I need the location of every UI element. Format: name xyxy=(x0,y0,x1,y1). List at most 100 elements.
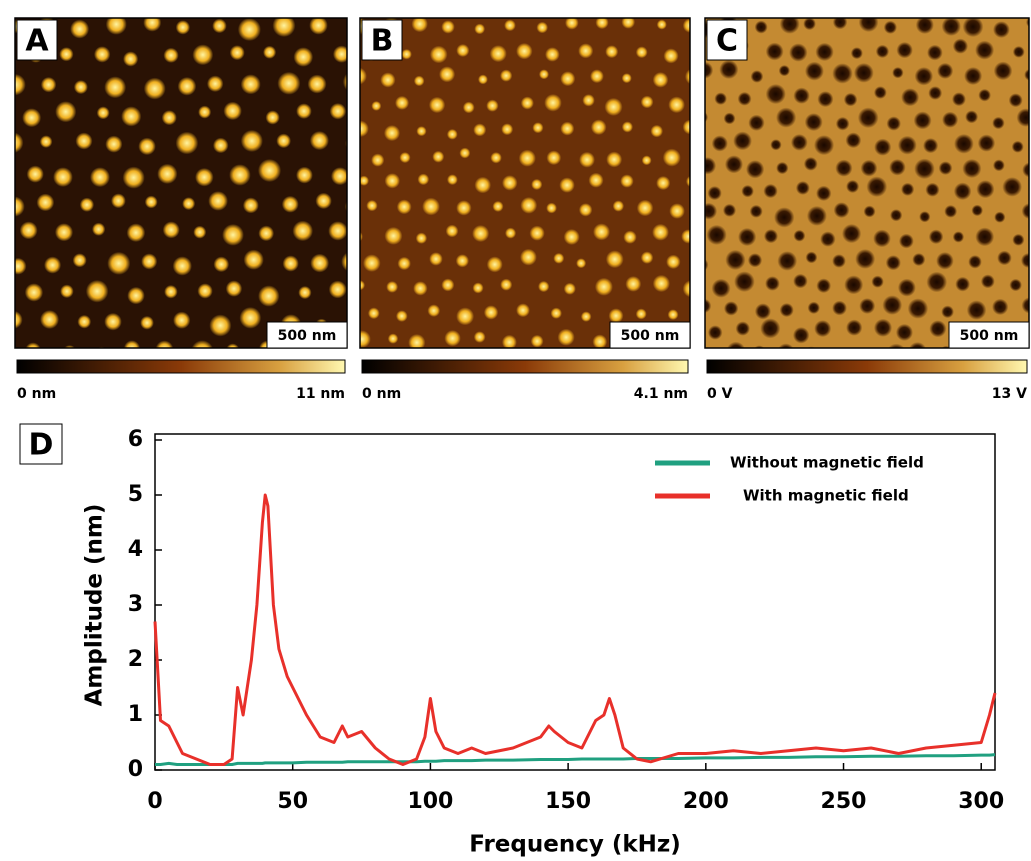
surface-feature xyxy=(636,46,648,58)
surface-feature xyxy=(22,108,41,127)
surface-feature xyxy=(817,91,833,107)
y-tick-label: 1 xyxy=(128,702,143,727)
surface-feature xyxy=(579,203,592,216)
surface-feature xyxy=(696,111,708,123)
surface-feature xyxy=(80,198,94,212)
surface-feature xyxy=(714,92,727,105)
surface-feature xyxy=(981,274,995,288)
surface-feature xyxy=(929,230,944,245)
surface-feature xyxy=(207,76,223,92)
surface-feature xyxy=(942,112,958,128)
surface-feature xyxy=(538,281,549,292)
surface-feature xyxy=(842,224,861,243)
surface-feature xyxy=(294,47,314,67)
colorbar-min: 0 nm xyxy=(17,386,56,402)
surface-feature xyxy=(176,132,199,155)
surface-feature xyxy=(653,275,670,292)
panel-label: D xyxy=(29,428,54,463)
surface-feature xyxy=(1009,93,1023,107)
surface-feature xyxy=(954,134,974,154)
surface-feature xyxy=(104,76,126,98)
surface-feature xyxy=(954,183,972,201)
surface-feature xyxy=(854,63,874,83)
surface-feature xyxy=(553,253,564,264)
surface-feature xyxy=(519,150,536,167)
x-tick-label: 300 xyxy=(958,789,1004,814)
surface-feature xyxy=(937,63,953,79)
surface-feature xyxy=(141,253,157,269)
surface-feature xyxy=(27,166,44,183)
surface-feature xyxy=(416,126,426,136)
surface-feature xyxy=(593,334,608,349)
surface-feature xyxy=(833,15,847,29)
surface-feature xyxy=(198,106,211,119)
surface-feature xyxy=(889,159,906,176)
surface-feature xyxy=(244,250,264,270)
surface-feature xyxy=(685,68,702,85)
surface-feature xyxy=(994,62,1013,81)
surface-feature xyxy=(763,184,777,198)
surface-feature xyxy=(1012,234,1024,246)
surface-feature xyxy=(94,46,110,62)
surface-feature xyxy=(546,203,557,214)
surface-feature xyxy=(748,115,764,131)
surface-feature xyxy=(371,154,384,167)
surface-feature xyxy=(309,16,328,35)
surface-feature xyxy=(173,256,192,275)
surface-feature xyxy=(384,125,400,141)
surface-feature xyxy=(77,315,91,329)
surface-feature xyxy=(766,43,784,61)
surface-feature xyxy=(776,107,796,127)
surface-feature xyxy=(107,252,130,275)
surface-feature xyxy=(560,71,575,86)
colorbar-max: 11 nm xyxy=(296,386,345,402)
surface-feature xyxy=(793,88,809,104)
surface-feature xyxy=(595,278,613,296)
surface-feature xyxy=(138,138,155,155)
surface-feature xyxy=(501,123,513,135)
surface-feature xyxy=(351,231,363,243)
surface-feature xyxy=(140,316,154,330)
surface-feature xyxy=(4,311,22,329)
surface-feature xyxy=(653,72,669,88)
surface-feature xyxy=(282,196,299,213)
surface-feature xyxy=(606,152,622,168)
surface-feature xyxy=(955,277,970,292)
surface-feature xyxy=(293,221,314,242)
surface-feature xyxy=(444,330,460,346)
surface-feature xyxy=(472,225,489,242)
surface-feature xyxy=(734,271,755,292)
surface-feature xyxy=(296,167,313,184)
surface-feature xyxy=(944,205,957,218)
surface-feature xyxy=(380,72,395,87)
surface-feature xyxy=(751,70,764,83)
surface-feature xyxy=(636,308,647,319)
surface-feature xyxy=(429,252,443,266)
surface-feature xyxy=(726,342,745,361)
surface-feature xyxy=(793,274,808,289)
surface-feature xyxy=(914,159,935,180)
surface-feature xyxy=(804,157,818,171)
surface-feature xyxy=(919,211,930,222)
surface-feature xyxy=(441,20,454,33)
surface-feature xyxy=(127,223,146,242)
surface-feature xyxy=(589,173,604,188)
surface-feature xyxy=(123,167,145,189)
surface-feature xyxy=(531,179,542,190)
surface-feature xyxy=(699,348,710,359)
surface-feature xyxy=(76,133,93,150)
surface-feature xyxy=(834,202,850,218)
surface-feature xyxy=(777,343,794,360)
surface-feature xyxy=(59,47,73,61)
surface-feature xyxy=(591,119,607,135)
surface-feature xyxy=(532,122,543,133)
surface-feature xyxy=(105,136,122,153)
surface-feature xyxy=(776,162,788,174)
surface-feature xyxy=(708,325,722,339)
surface-feature xyxy=(963,16,984,37)
surface-feature xyxy=(530,226,545,241)
surface-feature xyxy=(63,345,77,359)
surface-feature xyxy=(846,180,859,193)
surface-feature xyxy=(422,198,440,216)
surface-feature xyxy=(746,160,764,178)
